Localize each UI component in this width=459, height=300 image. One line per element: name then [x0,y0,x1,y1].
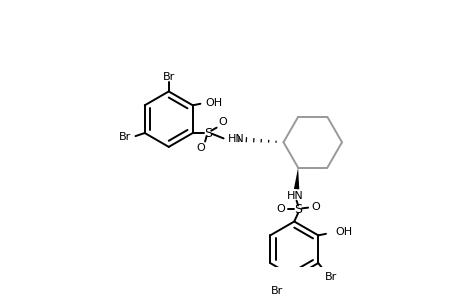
Text: O: O [275,204,284,214]
Text: O: O [218,117,227,127]
Text: OH: OH [205,98,222,108]
Text: Br: Br [271,286,283,296]
Text: HN: HN [286,191,303,201]
Text: O: O [311,202,319,212]
Text: O: O [196,143,204,153]
Text: Br: Br [162,72,174,82]
Text: S: S [204,127,212,140]
Text: Br: Br [118,132,130,142]
Text: HN: HN [228,134,244,144]
Polygon shape [293,168,299,189]
Text: OH: OH [335,227,352,237]
Text: S: S [293,203,302,216]
Text: Br: Br [324,272,336,282]
